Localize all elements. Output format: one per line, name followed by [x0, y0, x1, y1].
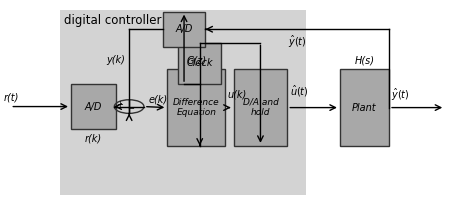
Text: e(k): e(k) [148, 94, 167, 104]
Text: H(s): H(s) [354, 55, 374, 65]
Text: A/D: A/D [85, 102, 102, 112]
Text: Difference
Equation: Difference Equation [173, 98, 220, 117]
Bar [60, 10, 306, 195]
Text: +: + [116, 100, 123, 109]
Bar [179, 43, 221, 84]
Text: $\hat{y}(t)$: $\hat{y}(t)$ [391, 87, 410, 103]
Text: r(k): r(k) [85, 133, 102, 143]
Text: A/D: A/D [175, 24, 193, 34]
Text: Clock: Clock [186, 58, 213, 68]
Text: D/A and
hold: D/A and hold [243, 98, 278, 117]
Text: $\hat{u}(t)$: $\hat{u}(t)$ [290, 84, 308, 99]
Text: Plant: Plant [352, 103, 377, 113]
Bar [340, 69, 389, 146]
Text: y(k): y(k) [106, 55, 124, 65]
Text: u(k): u(k) [228, 89, 247, 99]
Bar [71, 84, 116, 129]
Text: −: − [127, 104, 134, 113]
Text: G(z): G(z) [186, 55, 207, 65]
Bar [163, 12, 205, 47]
Text: digital controller: digital controller [64, 14, 161, 27]
Text: $\hat{y}(t)$: $\hat{y}(t)$ [288, 33, 307, 50]
Text: r(t): r(t) [4, 92, 19, 102]
Bar [167, 69, 226, 146]
Bar [234, 69, 287, 146]
